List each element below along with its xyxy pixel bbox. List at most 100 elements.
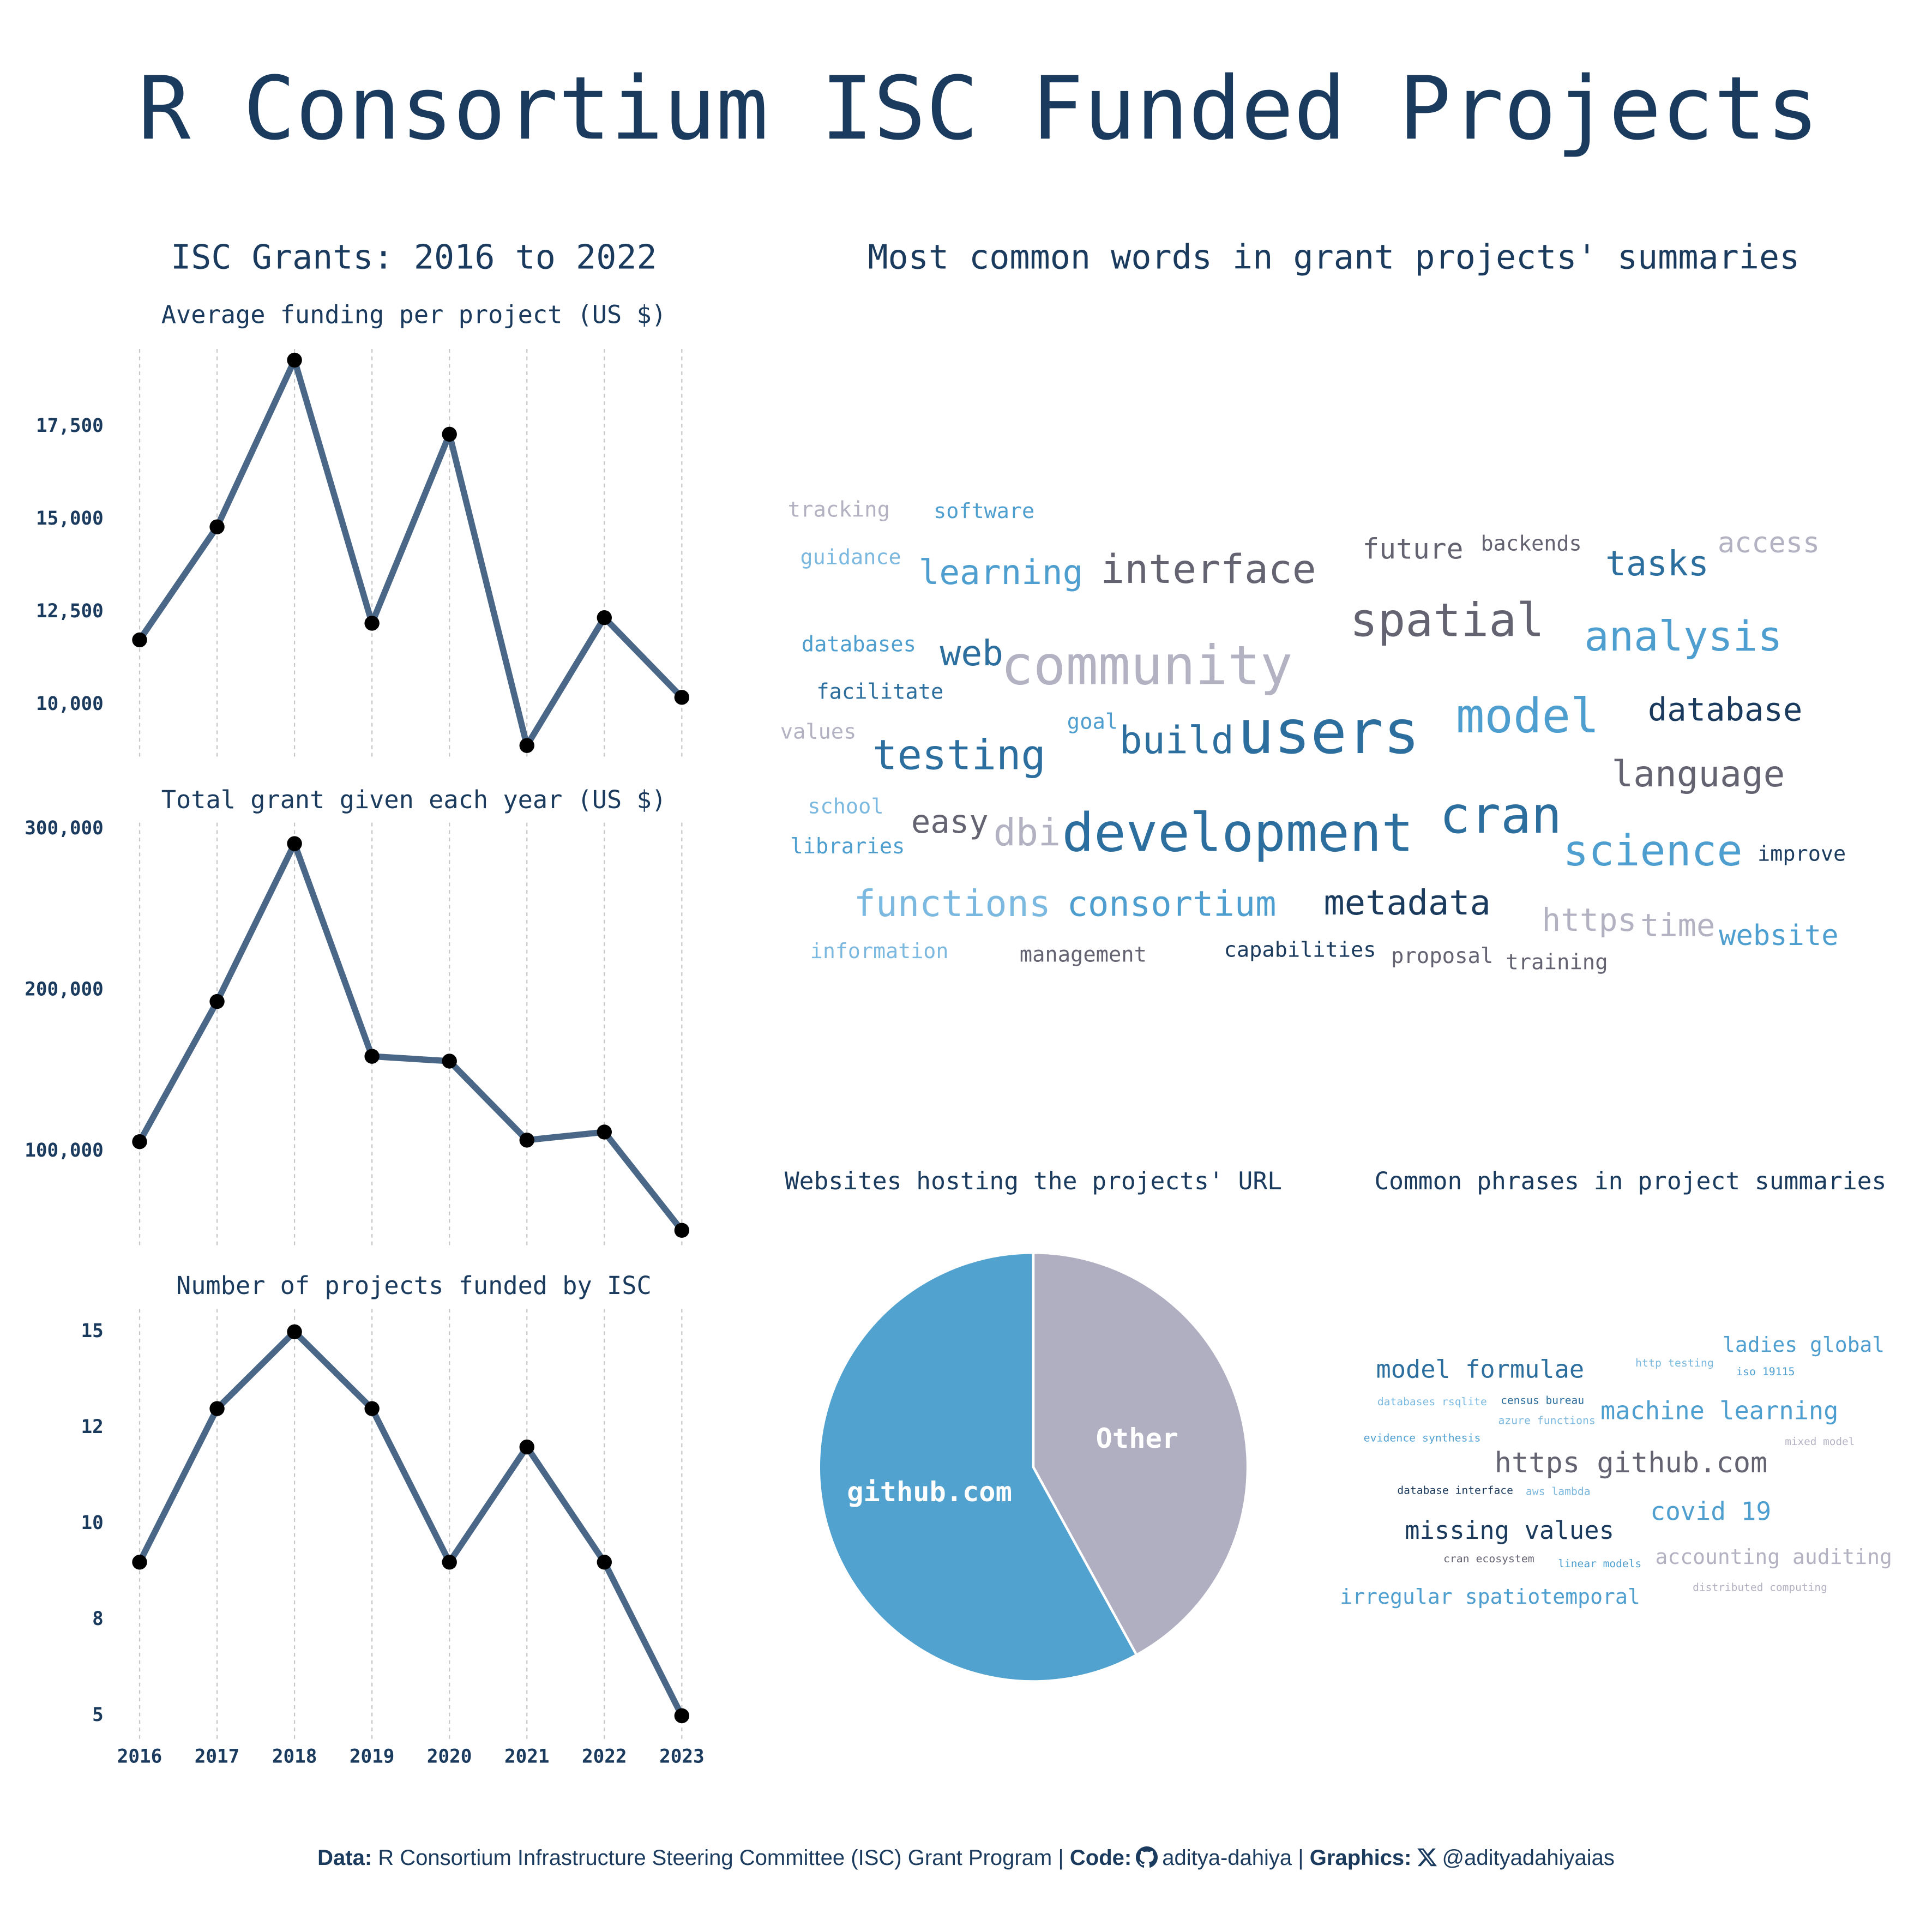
word: interface — [1100, 546, 1316, 593]
word: distributed computing — [1693, 1581, 1827, 1594]
word: https github.com — [1495, 1447, 1768, 1479]
word: spatial — [1350, 593, 1545, 647]
word: management — [1020, 943, 1147, 967]
word: access — [1718, 527, 1820, 559]
caption-label: Code: — [1069, 1846, 1132, 1870]
chart-title: Total grant given each year (US $) — [161, 785, 666, 814]
point — [209, 994, 225, 1009]
y-tick-label: 100,000 — [25, 1140, 103, 1161]
word: missing values — [1405, 1516, 1614, 1545]
x-tick-label: 2019 — [350, 1746, 395, 1767]
word: learning — [919, 552, 1084, 592]
point — [364, 616, 380, 631]
word: facilitate — [816, 679, 943, 704]
word: databases rsqlite — [1377, 1395, 1487, 1408]
word: cran — [1440, 786, 1562, 845]
x-tick-label: 2016 — [117, 1746, 162, 1767]
x-tick-label: 2023 — [659, 1746, 705, 1767]
chart-title: Common phrases in project summaries — [1374, 1167, 1886, 1195]
word: database — [1648, 690, 1802, 728]
x-icon — [1417, 1848, 1437, 1867]
word: web — [940, 633, 1003, 674]
x-tick-label: 2021 — [504, 1746, 550, 1767]
word: azure functions — [1498, 1414, 1596, 1427]
word: http testing — [1635, 1357, 1714, 1369]
slice-label: github.com — [847, 1476, 1012, 1508]
point — [519, 738, 534, 753]
point — [442, 1054, 457, 1069]
x-tick-label: 2022 — [582, 1746, 627, 1767]
word: development — [1062, 802, 1414, 864]
chart-title: Most common words in grant projects' sum… — [868, 238, 1799, 277]
line — [137, 357, 684, 749]
point — [364, 1401, 380, 1416]
point — [442, 1555, 457, 1570]
y-tick-label: 15,000 — [36, 508, 104, 529]
caption-label: Data: — [317, 1846, 372, 1870]
word: website — [1719, 919, 1838, 952]
word: cran ecosystem — [1443, 1552, 1534, 1565]
line — [137, 840, 684, 1232]
word: tracking — [788, 498, 890, 522]
point — [132, 1555, 147, 1570]
word: backends — [1481, 531, 1582, 556]
y-tick-label: 15 — [81, 1320, 103, 1342]
caption-label: Graphics: — [1309, 1846, 1412, 1870]
x-tick-label: 2020 — [427, 1746, 472, 1767]
word: mixed model — [1785, 1435, 1855, 1448]
word: accounting auditing — [1656, 1545, 1892, 1569]
word: metadata — [1324, 882, 1491, 923]
chart-title: Average funding per project (US $) — [161, 300, 666, 329]
point — [287, 1324, 302, 1340]
word: iso 19115 — [1736, 1365, 1795, 1378]
y-tick-label: 10 — [81, 1512, 103, 1534]
word: https — [1542, 901, 1637, 938]
y-tick-label: 200,000 — [25, 978, 103, 1000]
word: model — [1456, 688, 1599, 744]
y-tick-label: 12 — [81, 1416, 103, 1438]
point — [674, 690, 690, 705]
line — [136, 1328, 685, 1718]
word: software — [934, 499, 1034, 523]
word: information — [810, 939, 949, 964]
word: goal — [1067, 709, 1118, 734]
point — [597, 1124, 612, 1140]
section-title: ISC Grants: 2016 to 2022 — [171, 238, 657, 277]
point — [519, 1439, 534, 1455]
point — [287, 352, 302, 368]
x-tick-label: 2017 — [195, 1746, 240, 1767]
word: testing — [872, 731, 1046, 779]
word: ladies global — [1723, 1333, 1885, 1357]
github-icon — [1136, 1846, 1158, 1868]
word: irregular spatiotemporal — [1340, 1585, 1640, 1609]
word: language — [1612, 753, 1785, 795]
caption-text: R Consortium Infrastructure Steering Com… — [378, 1846, 1052, 1870]
word: improve — [1758, 842, 1846, 866]
pie-slice — [1032, 1251, 1249, 1657]
word: capabilities — [1224, 938, 1376, 962]
caption-text: @adityadahiyaias — [1442, 1846, 1615, 1870]
point — [132, 632, 147, 648]
word: guidance — [800, 545, 901, 570]
word: aws lambda — [1526, 1485, 1591, 1498]
word: time — [1640, 907, 1715, 943]
word: values — [780, 720, 856, 744]
point — [209, 519, 225, 534]
word: community — [1001, 634, 1293, 697]
y-tick-label: 12,500 — [36, 600, 104, 622]
caption-text: aditya-dahiya — [1162, 1846, 1292, 1870]
word: consortium — [1067, 884, 1277, 924]
chart-title: Websites hosting the projects' URL — [785, 1167, 1282, 1195]
word: tasks — [1605, 543, 1709, 583]
caption: Data: R Consortium Infrastructure Steeri… — [0, 1846, 1932, 1870]
word: databases — [802, 633, 916, 657]
y-tick-label: 10,000 — [36, 693, 104, 715]
word: easy — [911, 803, 989, 840]
separator: | — [1298, 1846, 1304, 1870]
point — [287, 836, 302, 851]
word: training — [1506, 950, 1608, 974]
word: users — [1238, 697, 1420, 768]
point — [597, 610, 612, 625]
word: libraries — [790, 834, 905, 859]
